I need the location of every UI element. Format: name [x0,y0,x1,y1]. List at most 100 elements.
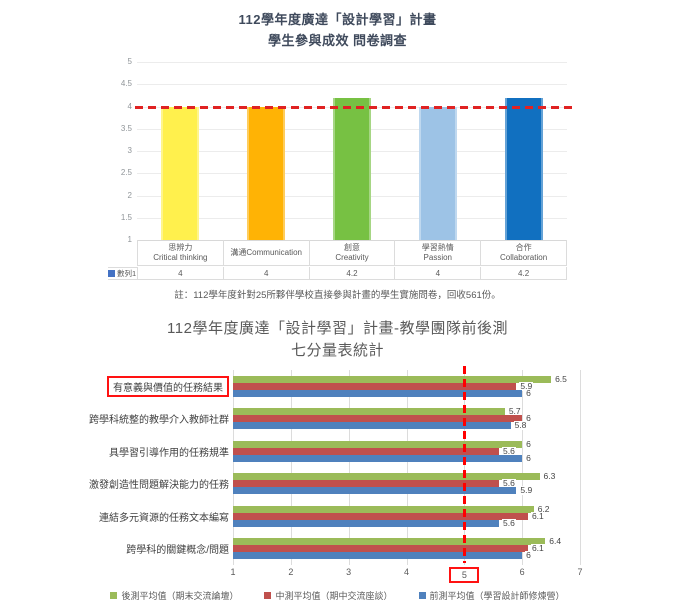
survey-category-cell: 創意 Creativity [308,240,395,266]
legend-swatch-icon [418,592,426,599]
gridline-x-6 [522,370,524,565]
survey-bar-4 [419,106,457,240]
category-label-zh: 學習熱情 [421,242,454,252]
x-tick-label-3: 3 [346,567,352,577]
prepost-bar-6-1 [233,538,546,546]
prepost-bar-2-1 [233,408,505,416]
y-tick-label: 4 [127,101,132,111]
survey-data-table: 思辨力 Critical thinking 溝通Communication 創意 Cre… [108,240,567,281]
survey-plot-area [135,62,573,241]
bar-value-label: 6 [525,413,532,424]
bar-value-label: 6 [525,387,532,398]
category-label-en: Passion [423,252,453,262]
legend-label: 後測平均值（期末交流論壇） [121,591,239,601]
y-tick-label: 2.5 [120,168,132,178]
bar-value-label: 6.1 [530,510,545,521]
bar-value-label: 5.9 [519,380,534,391]
series-swatch-icon [108,270,115,277]
prepost-legend: 後測平均值（期末交流論壇） 中測平均值（期中交流座談） 前測平均值（學習設計師修煉營… [0,589,675,602]
prepost-bar-3-3 [233,454,523,462]
prepost-category-label: 有意義與價值的任務結果 [28,370,229,403]
category-label-zh: 溝通Communication [230,247,302,257]
prepost-category-axis: 有意義與價值的任務結果 跨學科統整的教學介入教師社群 具學習引導作用的任務規準 激發創… [28,370,229,565]
survey-value-cell: 4 [137,267,223,280]
prepost-bar-4-2 [233,480,500,488]
bar-value-label: 6.5 [554,373,568,384]
legend-swatch-icon [264,592,272,599]
prepost-category-label: 連結多元資源的任務文本編寫 [99,512,229,524]
y-tick-label: 3.5 [120,123,132,133]
survey-value-cell: 4 [222,267,309,280]
prepost-bar-5-2 [233,512,528,520]
x-tick-label-4: 4 [403,567,409,577]
prepost-title-line1: 112學年度廣達「設計學習」計畫-教學團隊前後測 [167,320,508,337]
bar-value-label: 6 [525,452,532,463]
legend-entry-1: 後測平均值（期末交流論壇） [110,589,238,602]
survey-category-cell: 學習熱情 Passion [394,240,481,266]
prepost-category-label: 跨學科的關鍵概念/問題 [126,545,229,557]
highlighted-tick-box: 5 [449,567,480,583]
survey-title-line2: 學生參與成效 問卷調查 [267,33,408,48]
reference-line-4 [135,105,573,109]
legend-label: 前測平均值（學習設計師修煉營） [429,591,565,601]
prepost-bar-2-2 [233,415,523,423]
legend-label: 中測平均值（期中交流座談） [275,591,393,601]
prepost-bar-1-3 [233,389,523,397]
prepost-bar-5-1 [233,505,534,513]
prepost-bar-1-2 [233,382,517,390]
prepost-bar-6-3 [233,552,523,560]
legend-entry-2: 中測平均值（期中交流座談） [264,589,393,602]
prepost-bar-3-1 [233,440,523,448]
prepost-bar-6-2 [233,545,528,553]
x-tick-label-5: 5 [449,567,480,583]
reference-line-5 [463,366,467,563]
prepost-bar-4-3 [233,487,517,495]
bar-value-label: 6.4 [548,536,563,547]
x-tick-label-6: 6 [519,567,525,577]
y-tick-label: 5 [127,57,132,66]
survey-title-line1: 112學年度廣達「設計學習」計畫 [238,12,437,27]
bar-value-label: 5.6 [502,517,516,528]
x-tick-label-1: 1 [230,567,236,577]
prepost-category-label: 具學習引導作用的任務規準 [109,447,229,459]
category-label-en: Critical thinking [153,252,208,262]
survey-note: 註：112學年度針對25所夥伴學校直接參與計畫的學生實施問卷，回收561份。 [174,290,501,301]
y-tick-label: 1 [127,235,132,244]
survey-series-legend: 數列1 [108,267,137,280]
bar-value-label: 6.1 [530,543,545,554]
survey-category-cell: 合作 Collaboration [480,240,567,266]
highlighted-category-box: 有意義與價值的任務結果 [107,375,229,397]
bar-value-label: 6.3 [542,471,557,482]
prepost-plot-area: 6.5 5.9 6 5.7 6 5.8 6 5.6 6 6.3 5.6 5.9 6.2 6.1 5.6 6.4… [233,366,581,565]
y-tick-label: 2 [127,190,132,200]
bar-value-label: 5.8 [513,420,528,431]
survey-value-cell: 4.2 [480,267,567,280]
prepost-title-line2: 七分量表統計 [290,342,384,359]
category-label-zh: 思辨力 [168,242,193,252]
category-label-en: Collaboration [500,252,548,262]
series-name: 數列1 [117,269,137,278]
survey-value-cell: 4.2 [308,267,395,280]
prepost-bar-5-3 [233,519,500,527]
survey-category-cell: 溝通Communication [222,240,309,266]
gridline-x-2 [290,370,292,565]
survey-bar-1 [161,106,199,240]
x-tick-label-7: 7 [577,567,583,577]
bar-value-label: 5.7 [507,406,522,417]
prepost-bar-1-1 [233,375,552,383]
gridline-x-7 [580,370,581,565]
gridline-y-1 [137,240,567,241]
survey-category-cell: 思辨力 Critical thinking [137,240,223,266]
bar-value-label: 5.6 [502,445,516,456]
prepost-bar-3-2 [233,447,500,455]
gridline-x-3 [348,370,350,565]
category-label-zh: 創意 [343,242,360,252]
y-tick-label: 4.5 [120,79,132,89]
gridline-x-4 [406,370,408,565]
survey-bar-2 [247,106,285,240]
legend-entry-3: 前測平均值（學習設計師修煉營） [418,589,565,602]
bar-value-label: 5.6 [502,478,516,489]
survey-value-cell: 4 [394,267,481,280]
survey-value-row: 數列1 4 4 4.2 4 4.2 [108,267,567,280]
